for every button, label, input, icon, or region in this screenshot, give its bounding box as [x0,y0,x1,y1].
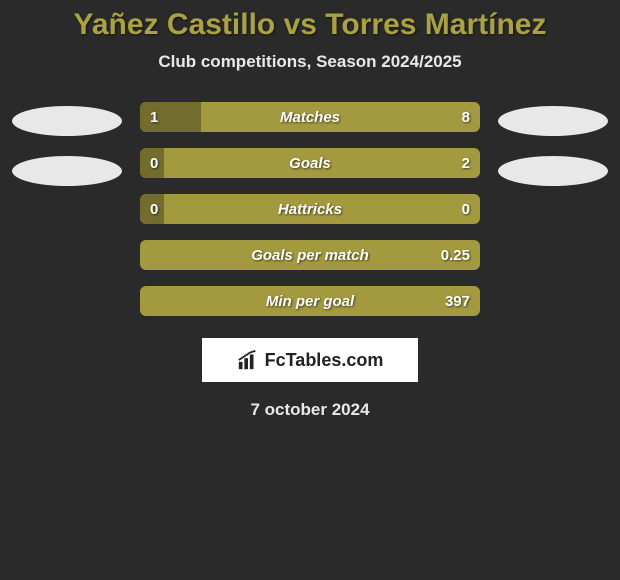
comparison-infographic: Yañez Castillo vs Torres Martínez Club c… [0,0,620,420]
stat-bars: 1 Matches 8 0 Goals 2 0 Hattricks 0 Goal… [140,102,480,316]
stat-bar-goals: 0 Goals 2 [140,148,480,178]
stat-bar-hattricks: 0 Hattricks 0 [140,194,480,224]
brand-text: FcTables.com [265,350,384,371]
stat-value-right: 2 [462,148,470,178]
left-player-badge [12,156,122,186]
stat-value-right: 397 [445,286,470,316]
stat-label: Goals per match [140,240,480,270]
stat-label: Matches [140,102,480,132]
stats-area: 1 Matches 8 0 Goals 2 0 Hattricks 0 Goal… [0,102,620,316]
stat-value-right: 8 [462,102,470,132]
bar-chart-icon [237,349,259,371]
stat-bar-min-per-goal: Min per goal 397 [140,286,480,316]
right-player-badge [498,156,608,186]
right-player-column [498,102,608,186]
page-title: Yañez Castillo vs Torres Martínez [74,8,547,42]
stat-bar-matches: 1 Matches 8 [140,102,480,132]
right-player-badge [498,106,608,136]
date-text: 7 october 2024 [250,400,369,420]
subtitle: Club competitions, Season 2024/2025 [158,52,461,72]
brand-box: FcTables.com [202,338,418,382]
left-player-badge [12,106,122,136]
left-player-column [12,102,122,186]
stat-label: Goals [140,148,480,178]
stat-value-right: 0 [462,194,470,224]
stat-label: Hattricks [140,194,480,224]
stat-bar-goals-per-match: Goals per match 0.25 [140,240,480,270]
stat-value-right: 0.25 [441,240,470,270]
stat-label: Min per goal [140,286,480,316]
